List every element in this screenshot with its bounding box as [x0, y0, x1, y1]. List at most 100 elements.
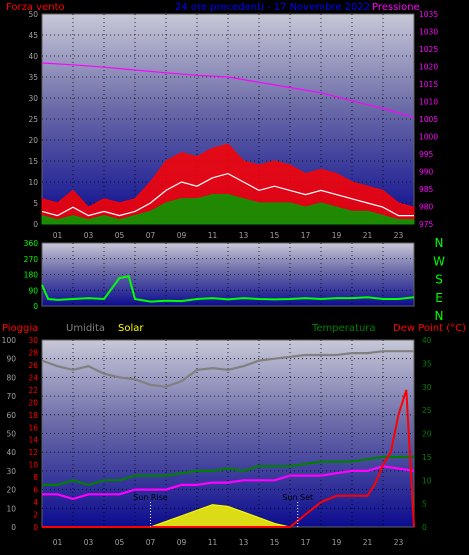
x-tick-label: 09: [177, 231, 187, 240]
x-tick-label: 21: [363, 538, 373, 547]
x-tick-label: 23: [394, 538, 404, 547]
x-tick-label: 07: [146, 538, 156, 547]
wind-tick-label: 40: [28, 52, 38, 61]
temperature-tick-label: 30: [422, 383, 432, 392]
x-tick-label: 11: [208, 231, 218, 240]
pressure-axis-title: Pressione: [372, 2, 420, 13]
pressure-tick-label: 1015: [419, 80, 438, 89]
x-tick-label: 19: [332, 538, 342, 547]
temperature-line: [42, 455, 414, 487]
wind-tick-label: 50: [28, 10, 38, 19]
humidity-tick-label: 30: [6, 467, 16, 476]
x-tick-label: 01: [53, 231, 63, 240]
rain-line: [42, 389, 415, 528]
compass-label: N: [435, 309, 444, 323]
x-tick-label: 21: [363, 231, 373, 240]
temperature-tick-label: 5: [422, 500, 427, 509]
x-tick-label: 23: [394, 231, 404, 240]
humidity-tick-label: 0: [11, 523, 16, 532]
x-tick-label: 13: [239, 231, 249, 240]
chart-title: 24 ore precedenti - 17 Novembre 2022: [175, 2, 370, 13]
x-tick-label: 17: [301, 538, 311, 547]
x-tick-label: 17: [301, 231, 311, 240]
rain-tick-label: 0: [33, 523, 38, 532]
dewpoint-line: [42, 465, 415, 501]
wind-tick-label: 5: [33, 199, 38, 208]
legend-temperature: Temperatura: [311, 323, 376, 334]
humidity-line: [41, 350, 414, 388]
wind-tick-label: 35: [28, 73, 38, 82]
x-tick-label: 03: [84, 231, 94, 240]
temperature-tick-label: 40: [422, 336, 432, 345]
pressure-tick-label: 1000: [419, 133, 438, 142]
direction-tick-label: 0: [33, 302, 38, 311]
legend-humidity: Umidita: [66, 323, 105, 334]
pressure-line: [41, 62, 415, 118]
humidity-tick-label: 50: [6, 430, 16, 439]
wind-tick-label: 25: [28, 115, 38, 124]
rain-tick-label: 26: [28, 361, 38, 370]
rain-tick-label: 12: [28, 448, 38, 457]
direction-tick-label: 180: [24, 271, 39, 280]
legend-rain: Pioggia: [2, 323, 38, 334]
humidity-tick-label: 20: [6, 486, 16, 495]
temperature-panel-time-axis: 01 03 05 07 09 11 13 15 17 19 21 23: [53, 538, 404, 547]
rain-tick-label: 8: [33, 473, 38, 482]
humidity-tick-label: 90: [6, 355, 16, 364]
humidity-axis: 0 10 20 30 40 50 60 70 80 90 100: [2, 336, 17, 532]
gust-average-line: [41, 172, 414, 217]
rain-tick-label: 4: [33, 498, 38, 507]
direction-axis: 0 90 180 270 360: [24, 239, 39, 311]
temperature-tick-label: 20: [422, 430, 432, 439]
direction-tick-label: 360: [24, 239, 39, 248]
rain-tick-label: 30: [28, 336, 38, 345]
compass-label: W: [433, 254, 445, 268]
x-tick-label: 11: [208, 538, 218, 547]
rain-tick-label: 10: [28, 461, 38, 470]
x-tick-label: 13: [239, 538, 249, 547]
wind-tick-label: 10: [28, 178, 38, 187]
pressure-tick-label: 1005: [419, 115, 438, 124]
wind-tick-label: 15: [28, 157, 38, 166]
wind-tick-label: 20: [28, 136, 38, 145]
humidity-tick-label: 70: [6, 392, 16, 401]
direction-tick-label: 90: [28, 286, 38, 295]
x-tick-label: 15: [270, 538, 280, 547]
wind-direction-line: [41, 275, 415, 303]
wind-tick-label: 0: [33, 220, 38, 229]
wind-speed-axis: 0 5 10 15 20 25 30 35 40 45 50: [28, 10, 38, 229]
rain-tick-label: 6: [33, 486, 38, 495]
wind-tick-label: 45: [28, 31, 38, 40]
pressure-tick-label: 1035: [419, 10, 438, 19]
rain-tick-label: 24: [28, 373, 38, 382]
compass-label: E: [435, 291, 443, 305]
sun-marker-label: Sun Set: [282, 493, 313, 502]
pressure-tick-label: 1020: [419, 63, 438, 72]
pressure-tick-label: 1025: [419, 45, 438, 54]
legend-solar: Solar: [118, 323, 144, 334]
wind-panel-time-axis: 01 03 05 07 09 11 13 15 17 19 21 23: [53, 231, 404, 240]
x-tick-label: 09: [177, 538, 187, 547]
pressure-tick-label: 985: [419, 185, 434, 194]
wind-tick-label: 30: [28, 94, 38, 103]
x-tick-label: 05: [115, 231, 125, 240]
direction-panel-series: [41, 275, 415, 303]
pressure-tick-label: 975: [419, 220, 434, 229]
temperature-tick-label: 25: [422, 406, 432, 415]
solar-area: [150, 504, 291, 528]
humidity-tick-label: 10: [6, 504, 16, 513]
humidity-tick-label: 100: [2, 336, 17, 345]
pressure-tick-label: 995: [419, 150, 434, 159]
pressure-tick-label: 980: [419, 203, 434, 212]
pressure-axis: 975 980 985 990 995 1000 1005 1010 1015 1020 1025 1…: [419, 10, 438, 229]
temperature-tick-label: 0: [422, 523, 427, 532]
rain-tick-label: 16: [28, 423, 38, 432]
sun-annotations: Sun Rise Sun Set: [133, 493, 313, 527]
wind-axis-title: Forza vento: [6, 2, 65, 13]
rain-tick-label: 2: [33, 511, 38, 520]
humidity-tick-label: 60: [6, 411, 16, 420]
wind-average-area: [41, 194, 415, 225]
compass-label: N: [435, 236, 444, 250]
